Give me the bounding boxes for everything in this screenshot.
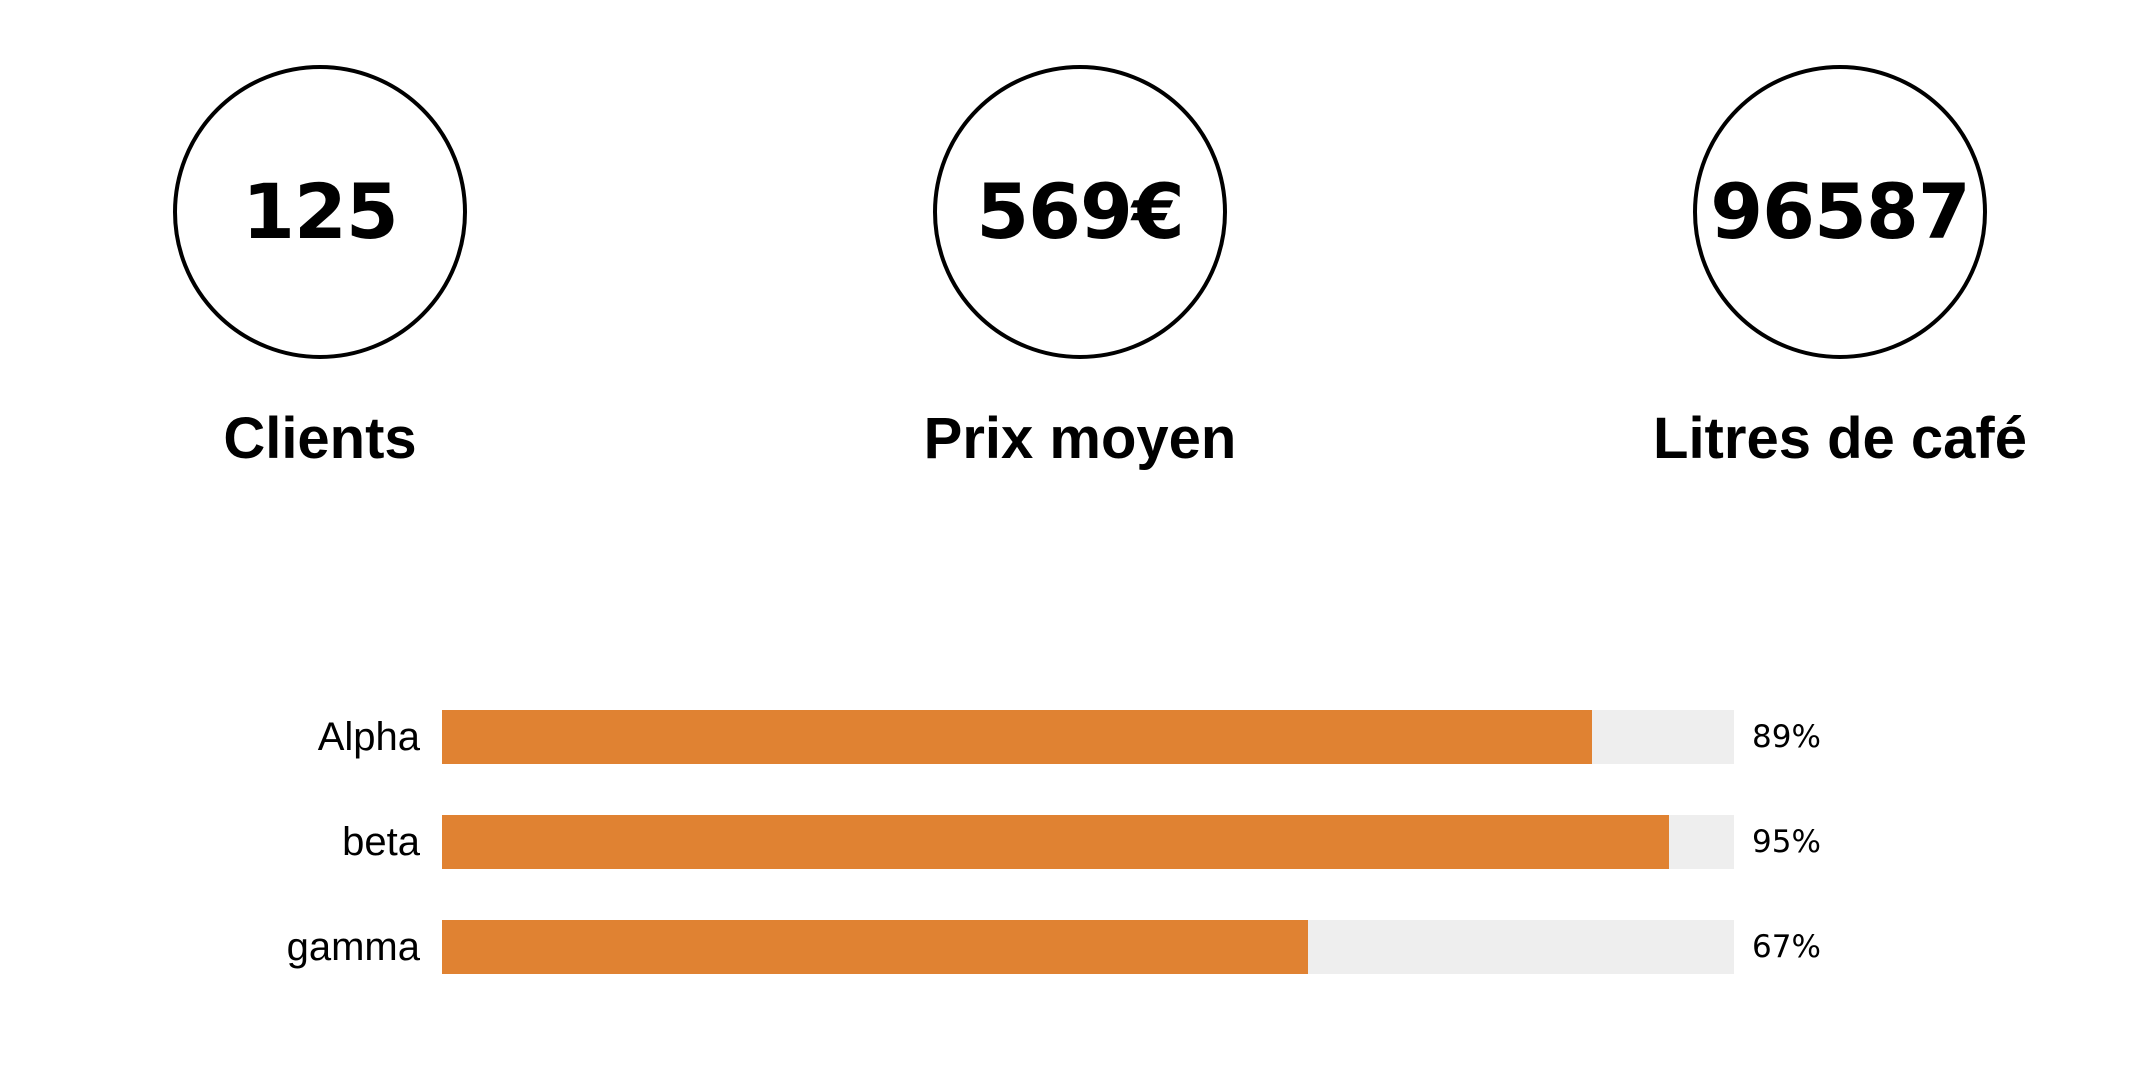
progress-percent: 67% [1752, 929, 1821, 965]
stat-prix-moyen: 569€ Prix moyen [820, 60, 1340, 480]
stat-value: 125 [242, 167, 399, 256]
stat-label: Litres de café [1653, 406, 2027, 471]
skill-row-alpha: Alpha 89% [0, 710, 2153, 764]
stat-value: 96587 [1710, 167, 1970, 256]
stat-label: Prix moyen [923, 406, 1237, 471]
progress-track [442, 920, 1734, 974]
skill-label: beta [342, 820, 420, 864]
skill-bars: Alpha 89% beta 95% gamma 67% [0, 700, 2153, 1000]
stat-circle: 569€ [933, 65, 1227, 359]
progress-track [442, 815, 1734, 869]
stat-label: Clients [223, 406, 417, 471]
stat-circle: 125 [173, 65, 467, 359]
progress-percent: 89% [1752, 719, 1821, 755]
stat-circle: 96587 [1693, 65, 1987, 359]
stat-clients: 125 Clients [60, 60, 580, 480]
progress-fill [442, 710, 1592, 764]
stat-litres-de-cafe: 96587 Litres de café [1580, 60, 2100, 480]
progress-fill [442, 920, 1308, 974]
progress-percent: 95% [1752, 824, 1821, 860]
progress-fill [442, 815, 1670, 869]
progress-track [442, 710, 1734, 764]
skill-row-gamma: gamma 67% [0, 920, 2153, 974]
skill-label: Alpha [317, 715, 420, 759]
stat-value: 569€ [976, 167, 1185, 256]
skill-row-beta: beta 95% [0, 815, 2153, 869]
skill-label: gamma [286, 925, 420, 969]
stats-section: 125 Clients 569€ Prix moyen 96587 Litres… [0, 0, 2153, 520]
